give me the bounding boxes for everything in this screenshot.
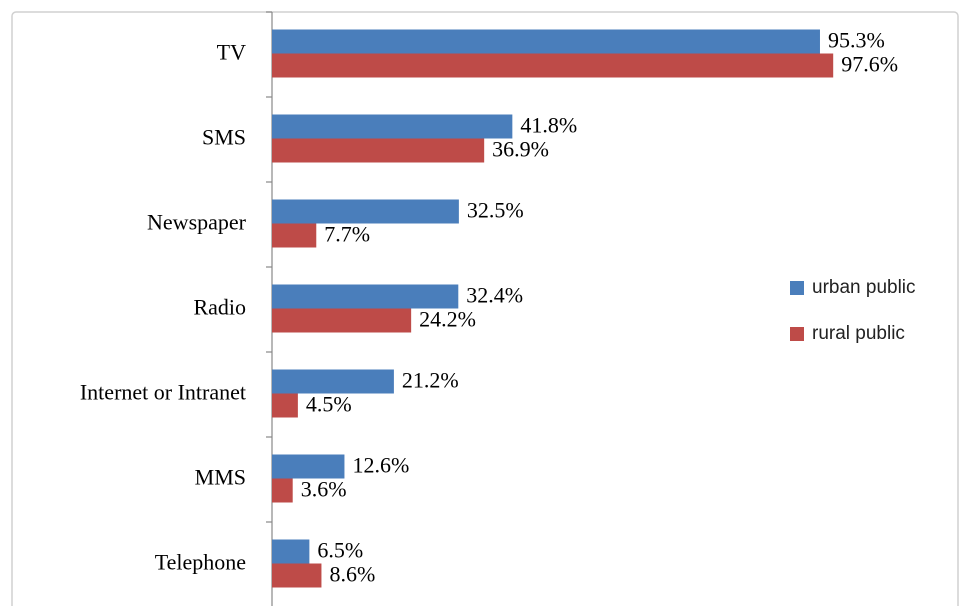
bar: [272, 199, 459, 224]
data-label: 21.2%: [402, 368, 459, 393]
bar: [272, 223, 317, 248]
data-label: 3.6%: [301, 477, 347, 502]
bar: [272, 53, 834, 78]
category-label: SMS: [202, 125, 246, 150]
category-label: TV: [217, 40, 246, 65]
data-label: 24.2%: [419, 307, 476, 332]
bar: [272, 454, 345, 479]
legend-swatch: [790, 281, 804, 295]
category-label: Newspaper: [147, 210, 247, 235]
legend-swatch: [790, 327, 804, 341]
bar: [272, 114, 513, 139]
data-label: 97.6%: [841, 52, 898, 77]
data-label: 36.9%: [492, 137, 549, 162]
chart-frame: [11, 11, 959, 606]
bar: [272, 138, 485, 163]
legend-label: urban public: [812, 277, 916, 298]
legend-label: rural public: [812, 323, 905, 344]
data-label: 7.7%: [324, 222, 370, 247]
bar: [272, 563, 322, 588]
category-label: Radio: [193, 295, 246, 320]
data-label: 95.3%: [828, 28, 885, 53]
bar: [272, 478, 293, 503]
category-label: Telephone: [155, 550, 246, 575]
data-label: 4.5%: [306, 392, 352, 417]
bar: [272, 29, 820, 54]
bar: [272, 308, 412, 333]
data-label: 6.5%: [317, 538, 363, 563]
data-label: 8.6%: [329, 562, 375, 587]
data-label: 32.4%: [466, 283, 523, 308]
bar: [272, 284, 459, 309]
bar: [272, 539, 310, 564]
category-label: Internet or Intranet: [80, 380, 246, 405]
category-label: MMS: [195, 465, 246, 490]
bar: [272, 369, 394, 394]
bar: [272, 393, 298, 418]
data-label: 12.6%: [352, 453, 409, 478]
data-label: 32.5%: [467, 198, 524, 223]
data-label: 41.8%: [520, 113, 577, 138]
